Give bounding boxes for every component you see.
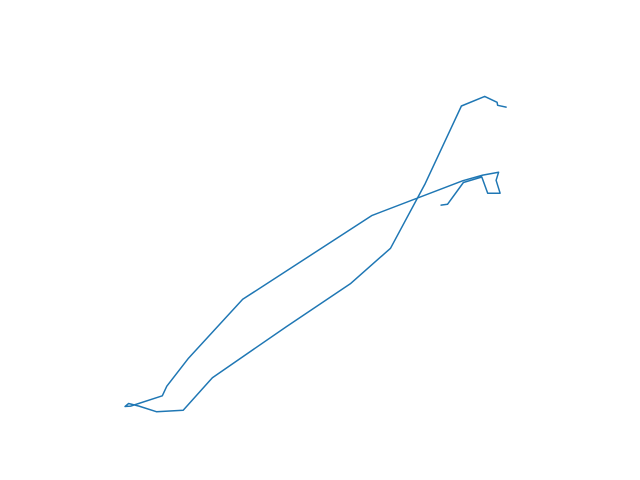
series-layer [124, 95, 507, 413]
series-line-1 [124, 95, 507, 413]
